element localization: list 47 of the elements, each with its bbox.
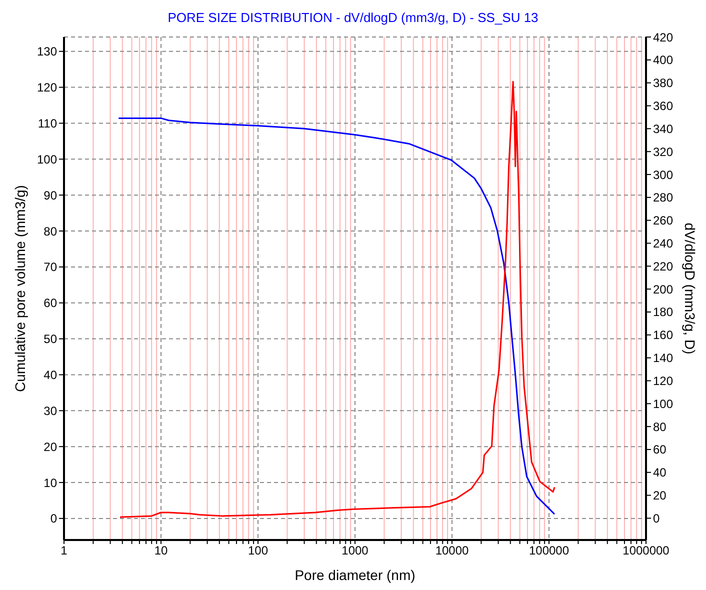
- y-tick-label: 10: [44, 476, 58, 490]
- x-tick-label: 1: [60, 544, 68, 558]
- y-tick-label: 110: [38, 116, 58, 130]
- x-tick-label: 1000: [342, 544, 369, 558]
- y2-tick-label: 20: [653, 488, 667, 503]
- y-tick-label: 40: [44, 368, 58, 382]
- y2-tick-label: 100: [653, 396, 674, 411]
- x-tick-label: 1000000: [622, 544, 670, 558]
- x-tick-label: 10000: [435, 544, 470, 558]
- y2-tick-label: 360: [653, 99, 674, 114]
- y-tick-label: 70: [44, 260, 58, 274]
- y2-tick-label: 240: [653, 236, 674, 250]
- x-tick-label: 100000: [528, 544, 570, 558]
- y-tick-label: 20: [44, 440, 58, 454]
- y2-axis-title: dV/dlogD (mm3/g, D): [682, 222, 698, 354]
- x-axis-title: Pore diameter (nm): [294, 567, 416, 583]
- y2-tick-label: 380: [653, 76, 674, 90]
- y-tick-label: 100: [36, 152, 58, 166]
- y-tick-label: 80: [44, 224, 58, 238]
- chart-title: PORE SIZE DISTRIBUTION - dV/dlogD (mm3/g, D) - SS_SU 13: [166, 10, 540, 25]
- y2-tick-label: 280: [653, 190, 674, 205]
- y2-tick-label: 220: [653, 259, 674, 274]
- y-tick-label: 130: [36, 44, 58, 59]
- y2-tick-label: 140: [653, 351, 674, 366]
- x-tick-label: 10: [154, 544, 168, 558]
- y2-tick-label: 200: [653, 282, 674, 296]
- y-tick-label: 50: [44, 332, 58, 346]
- y2-tick-label: 420: [653, 30, 674, 44]
- y2-tick-label: 40: [653, 466, 667, 480]
- y2-tick-label: 0: [653, 511, 660, 526]
- y2-tick-label: 260: [653, 214, 674, 228]
- y-tick-label: 60: [44, 296, 58, 310]
- y-tick-label: 0: [50, 512, 58, 526]
- y2-tick-label: 320: [653, 144, 674, 159]
- y2-tick-label: 340: [653, 122, 674, 136]
- y-tick-label: 120: [36, 80, 58, 95]
- y-axis-title: Cumulative pore volume (mm3/g): [12, 185, 28, 392]
- y-tick-label: 90: [44, 188, 58, 202]
- y2-tick-label: 120: [653, 374, 674, 388]
- x-tick-label: 100: [248, 544, 268, 558]
- y-tick-label: 30: [44, 404, 58, 418]
- y2-tick-label: 60: [653, 442, 667, 457]
- y2-tick-label: 300: [653, 168, 674, 182]
- y2-tick-label: 180: [653, 305, 674, 320]
- y2-tick-label: 80: [653, 420, 667, 434]
- y2-tick-label: 400: [653, 53, 674, 68]
- y2-tick-label: 160: [653, 328, 674, 342]
